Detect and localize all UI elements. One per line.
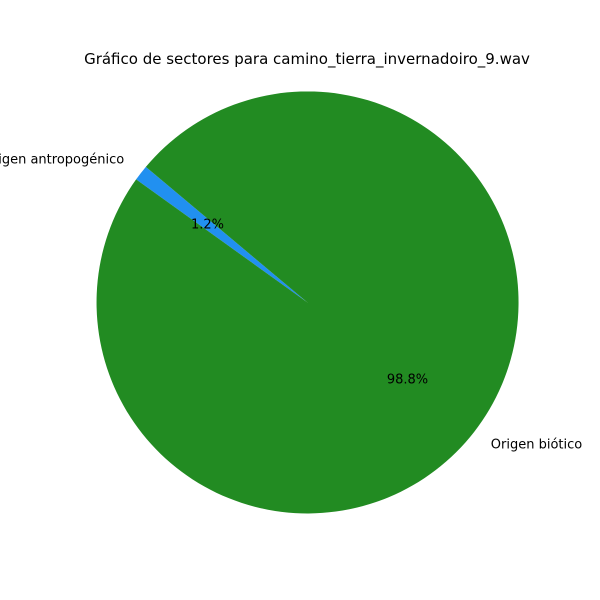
pie-slices bbox=[96, 91, 519, 514]
pie-labels: 1.2% Origen antropogénico 98.8% Origen biót… bbox=[0, 153, 582, 453]
chart-title: Gráfico de sectores para camino_tierra_i… bbox=[84, 50, 530, 69]
pie-percent-label: 98.8% bbox=[387, 373, 428, 388]
pie-slice-label: Origen biótico bbox=[491, 437, 582, 452]
pie-slice-origen-antropogenico bbox=[136, 166, 308, 303]
pie-percent-label: 1.2% bbox=[191, 217, 224, 232]
pie-slice-label: Origen antropogénico bbox=[0, 153, 124, 168]
pie-slice-origen-biotico bbox=[96, 91, 519, 514]
